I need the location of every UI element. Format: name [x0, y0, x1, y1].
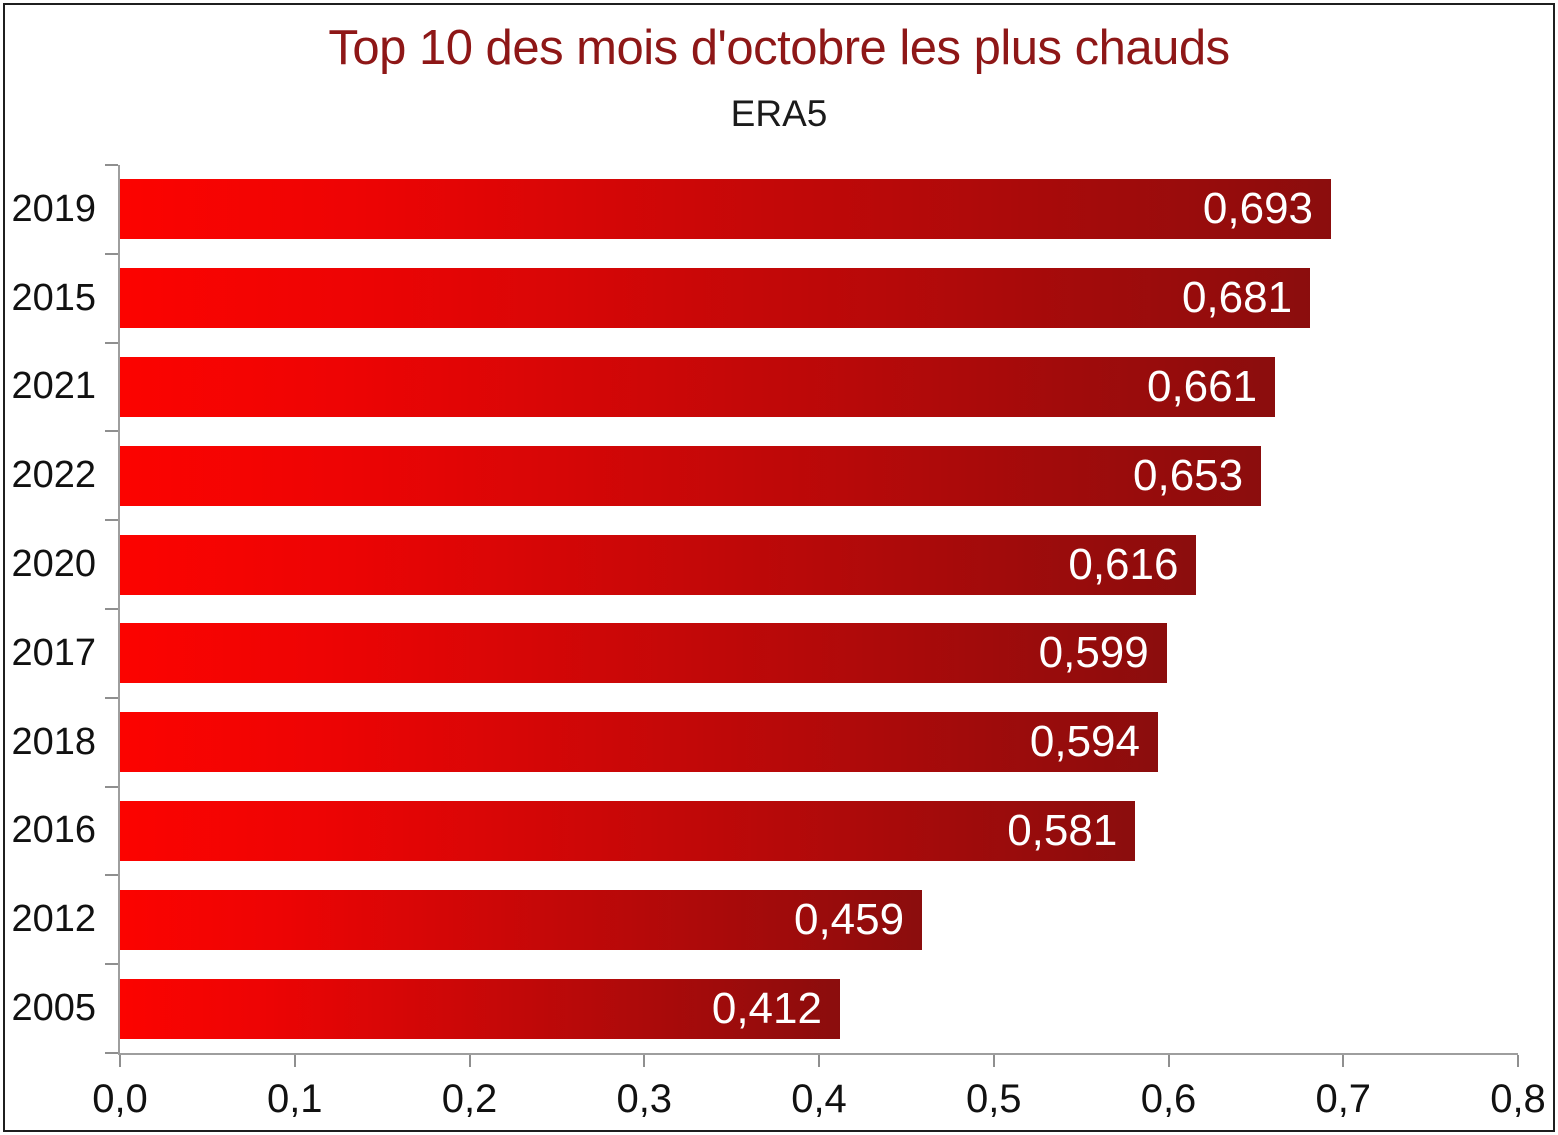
x-axis-tick [643, 1055, 646, 1067]
bar-row: 0,581 [120, 787, 1518, 876]
x-axis-tick-label: 0,4 [791, 1077, 847, 1121]
y-axis-tick [105, 252, 118, 255]
bar: 0,681 [120, 268, 1311, 329]
x-axis-tick [468, 1055, 471, 1067]
bar: 0,653 [120, 445, 1262, 506]
y-axis-label: 2015 [11, 276, 96, 319]
y-axis-tick [105, 430, 118, 433]
x-axis-tick [293, 1055, 296, 1067]
x-axis-tick-label: 0,0 [92, 1077, 148, 1121]
x-axis-tick-label: 0,3 [616, 1077, 673, 1121]
bar-row: 0,693 [120, 165, 1518, 254]
bar-value-label: 0,594 [1029, 717, 1140, 767]
x-axis-tick [1517, 1055, 1519, 1067]
bar: 0,459 [120, 889, 923, 950]
x-axis-tick-label: 0,7 [1315, 1077, 1372, 1121]
bar-value-label: 0,412 [711, 983, 822, 1033]
y-axis-label: 2017 [11, 631, 96, 674]
bar: 0,412 [120, 978, 840, 1039]
bar-value-label: 0,581 [1007, 805, 1118, 855]
bar-value-label: 0,459 [793, 894, 905, 944]
x-axis-tick-label: 0,8 [1490, 1077, 1546, 1121]
bar: 0,693 [120, 179, 1332, 240]
plot-area: 0,693 0,681 0,661 0,653 0,616 0,599 0,594 0,581… [92, 164, 1546, 1121]
bar-row: 0,594 [120, 698, 1518, 787]
y-axis-label: 2012 [11, 898, 96, 941]
y-axis-tick [105, 519, 118, 522]
bar-value-label: 0,616 [1068, 539, 1179, 589]
y-axis-tick [105, 1052, 118, 1054]
x-axis-tick [1167, 1055, 1170, 1067]
bar: 0,599 [120, 623, 1167, 684]
x-axis-tick-label: 0,5 [965, 1077, 1022, 1121]
chart-subtitle: ERA5 [730, 93, 828, 134]
y-axis-label: 2016 [11, 809, 96, 852]
bar-value-label: 0,653 [1133, 450, 1244, 500]
y-axis-label: 2020 [11, 543, 96, 586]
bar-row: 0,681 [120, 254, 1518, 343]
x-axis-tick-label: 0,6 [1140, 1077, 1197, 1121]
y-axis-tick [105, 785, 118, 788]
bar-value-label: 0,599 [1038, 628, 1149, 678]
x-axis-tick-label: 0,2 [441, 1077, 498, 1121]
y-axis-tick [105, 341, 118, 344]
bar-value-label: 0,661 [1146, 361, 1258, 411]
x-axis-tick [119, 1055, 121, 1067]
x-axis-tick [992, 1055, 995, 1067]
bar-row: 0,459 [120, 875, 1518, 964]
bar-row: 0,412 [120, 964, 1518, 1053]
y-axis-tick [105, 963, 118, 966]
y-axis-tick [105, 696, 118, 699]
bar: 0,616 [120, 534, 1197, 595]
bar: 0,581 [120, 800, 1136, 861]
bar-value-label: 0,693 [1202, 184, 1314, 234]
bar-row: 0,599 [120, 609, 1518, 698]
y-axis-tick [105, 608, 118, 610]
bar-value-label: 0,681 [1181, 273, 1293, 323]
y-axis-labels: 2019 2015 2021 2022 2020 2017 2018 2016 2012 2005 [6, 165, 96, 1053]
chart-title: Top 10 des mois d'octobre les plus chaud… [328, 21, 1230, 75]
y-axis-tick [105, 164, 118, 166]
bar-row: 0,661 [120, 343, 1518, 432]
y-axis-tick [105, 874, 118, 877]
x-axis-tick [1342, 1055, 1345, 1067]
y-axis-label: 2022 [11, 454, 96, 497]
y-axis-label: 2021 [11, 365, 96, 408]
bar: 0,661 [120, 356, 1276, 417]
bar-row: 0,653 [120, 431, 1518, 520]
y-axis-label: 2005 [11, 987, 96, 1030]
y-axis-label: 2019 [11, 187, 96, 230]
bar-row: 0,616 [120, 520, 1518, 609]
bar: 0,594 [120, 712, 1158, 773]
x-axis-tick [818, 1055, 820, 1067]
y-axis-label: 2018 [11, 720, 96, 763]
x-axis-tick-label: 0,1 [266, 1077, 323, 1121]
